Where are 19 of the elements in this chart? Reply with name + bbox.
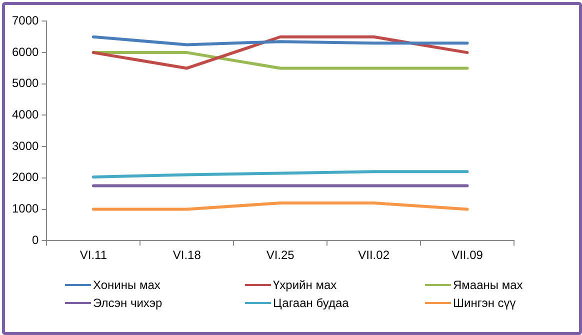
x-tick-label: VII.02 [358, 248, 390, 262]
x-tick-label: VI.25 [266, 248, 295, 262]
y-tick-label: 6000 [12, 44, 40, 59]
y-tick-label: 2000 [12, 170, 40, 184]
legend-label: Ямааны мах [453, 278, 523, 292]
x-tick-label: VII.09 [452, 248, 484, 262]
y-tick-label: 5000 [12, 76, 40, 90]
legend-label: Цагаан будаа [273, 296, 349, 310]
y-tick-label: 0 [32, 232, 40, 247]
legend-label: Элсэн чихэр [93, 296, 162, 310]
legend-label: Үхрийн мах [273, 278, 337, 292]
legend-label: Шингэн сүү [453, 296, 516, 310]
legend-label: Хонины мах [93, 278, 160, 292]
x-tick-label: VI.11 [80, 248, 108, 262]
y-tick-label: 4000 [12, 108, 40, 122]
y-tick-label: 1000 [12, 202, 40, 216]
y-tick-label: 3000 [12, 138, 40, 153]
y-tick-label: 7000 [12, 14, 40, 28]
x-tick-label: VI.18 [172, 248, 202, 262]
